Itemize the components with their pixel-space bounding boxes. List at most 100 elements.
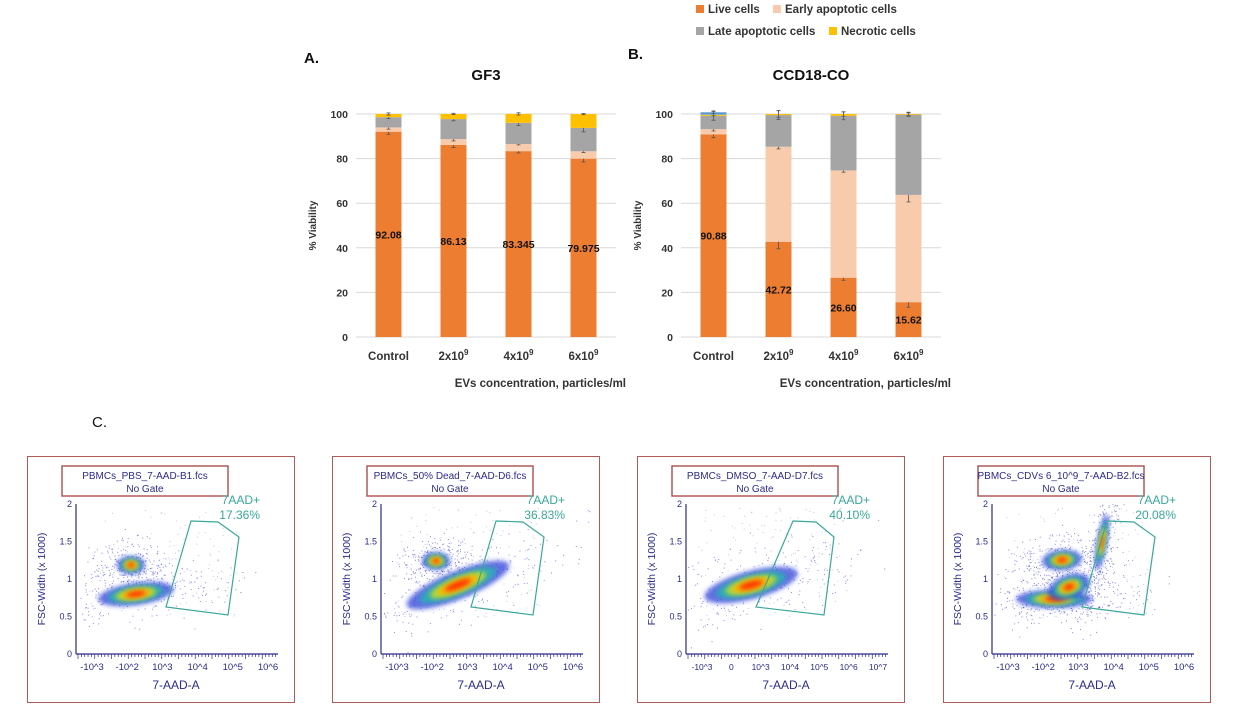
event-dot: [1022, 579, 1024, 581]
event-dot: [1091, 581, 1093, 583]
event-dot: [734, 527, 736, 529]
event-dot: [109, 556, 111, 558]
event-dot: [131, 580, 133, 582]
event-dot: [537, 573, 539, 575]
event-dot: [182, 597, 184, 599]
event-dot: [231, 548, 233, 550]
event-dot: [562, 564, 564, 566]
event-dot: [842, 520, 844, 522]
event-dot: [1022, 604, 1024, 606]
event-dot: [690, 607, 692, 609]
event-dot: [107, 613, 109, 615]
event-dot: [1036, 584, 1038, 586]
event-dot: [1099, 506, 1101, 508]
event-dot: [1070, 535, 1072, 537]
event-dot: [1101, 584, 1103, 586]
event-dot: [104, 579, 106, 581]
event-dot: [1087, 609, 1089, 611]
event-dot: [179, 580, 181, 582]
event-dot: [1103, 515, 1105, 517]
event-dot: [1104, 566, 1106, 568]
event-dot: [1096, 575, 1098, 577]
event-dot: [205, 609, 207, 611]
legend-swatch: [773, 5, 781, 13]
event-dot: [1082, 556, 1084, 558]
event-dot: [554, 517, 556, 519]
x-axis-label: EVs concentration, particles/ml: [780, 378, 951, 390]
event-dot: [184, 585, 186, 587]
event-dot: [1058, 508, 1060, 510]
event-dot: [124, 529, 126, 531]
event-dot: [198, 597, 200, 599]
event-dot: [98, 568, 100, 570]
event-dot: [1120, 606, 1122, 608]
event-dot: [1028, 565, 1030, 567]
event-dot: [1061, 611, 1063, 613]
event-dot: [805, 608, 807, 610]
event-dot: [1091, 597, 1093, 599]
event-dot: [1128, 608, 1130, 610]
x-tick-label: -10^3: [691, 662, 712, 672]
event-dot: [1103, 512, 1105, 514]
event-dot: [563, 554, 565, 556]
event-dot: [151, 615, 153, 617]
event-dot: [1114, 528, 1116, 530]
event-dot: [396, 615, 398, 617]
event-dot: [1132, 559, 1134, 561]
event-dot: [1090, 634, 1092, 636]
event-dot: [508, 590, 510, 592]
event-dot: [470, 521, 472, 523]
event-dot: [808, 539, 810, 541]
event-dot: [405, 613, 407, 615]
event-dot: [432, 609, 434, 611]
event-dot: [80, 597, 82, 599]
event-dot: [135, 575, 137, 577]
event-dot: [108, 566, 110, 568]
y-tick-label: 0.5: [364, 612, 377, 622]
event-dot: [1040, 585, 1042, 587]
event-dot: [152, 572, 154, 574]
event-dot: [448, 570, 450, 572]
event-dot: [415, 581, 417, 583]
event-dot: [1168, 583, 1170, 585]
event-dot: [402, 555, 404, 557]
event-dot: [506, 600, 508, 602]
bar-segment: [830, 115, 857, 171]
event-dot: [1078, 564, 1080, 566]
event-dot: [522, 571, 524, 573]
event-dot: [780, 597, 782, 599]
event-dot: [1102, 518, 1104, 520]
event-dot: [164, 574, 166, 576]
event-dot: [443, 548, 445, 550]
event-dot: [111, 585, 113, 587]
event-dot: [1101, 505, 1103, 507]
event-dot: [423, 585, 425, 587]
event-dot: [1092, 600, 1094, 602]
event-dot: [1024, 553, 1026, 555]
event-dot: [405, 564, 407, 566]
event-dot: [1055, 548, 1057, 550]
x-tick-label: 2x109: [763, 348, 794, 363]
event-dot: [151, 533, 153, 535]
event-dot: [775, 529, 777, 531]
event-dot: [411, 614, 413, 616]
event-dot: [1057, 573, 1059, 575]
event-dot: [1026, 552, 1028, 554]
event-dot: [443, 569, 445, 571]
event-dot: [200, 575, 202, 577]
panel-label-a: A.: [304, 50, 319, 67]
event-dot: [713, 514, 715, 516]
event-dot: [829, 547, 831, 549]
event-dot: [147, 568, 149, 570]
event-dot: [168, 609, 170, 611]
event-dot: [1104, 596, 1106, 598]
event-dot: [837, 569, 839, 571]
event-dot: [412, 623, 414, 625]
event-dot: [446, 615, 448, 617]
event-dot: [152, 573, 154, 575]
event-dot: [1075, 617, 1077, 619]
event-dot: [1029, 558, 1031, 560]
event-dot: [97, 601, 99, 603]
event-dot: [813, 519, 815, 521]
event-dot: [149, 538, 151, 540]
